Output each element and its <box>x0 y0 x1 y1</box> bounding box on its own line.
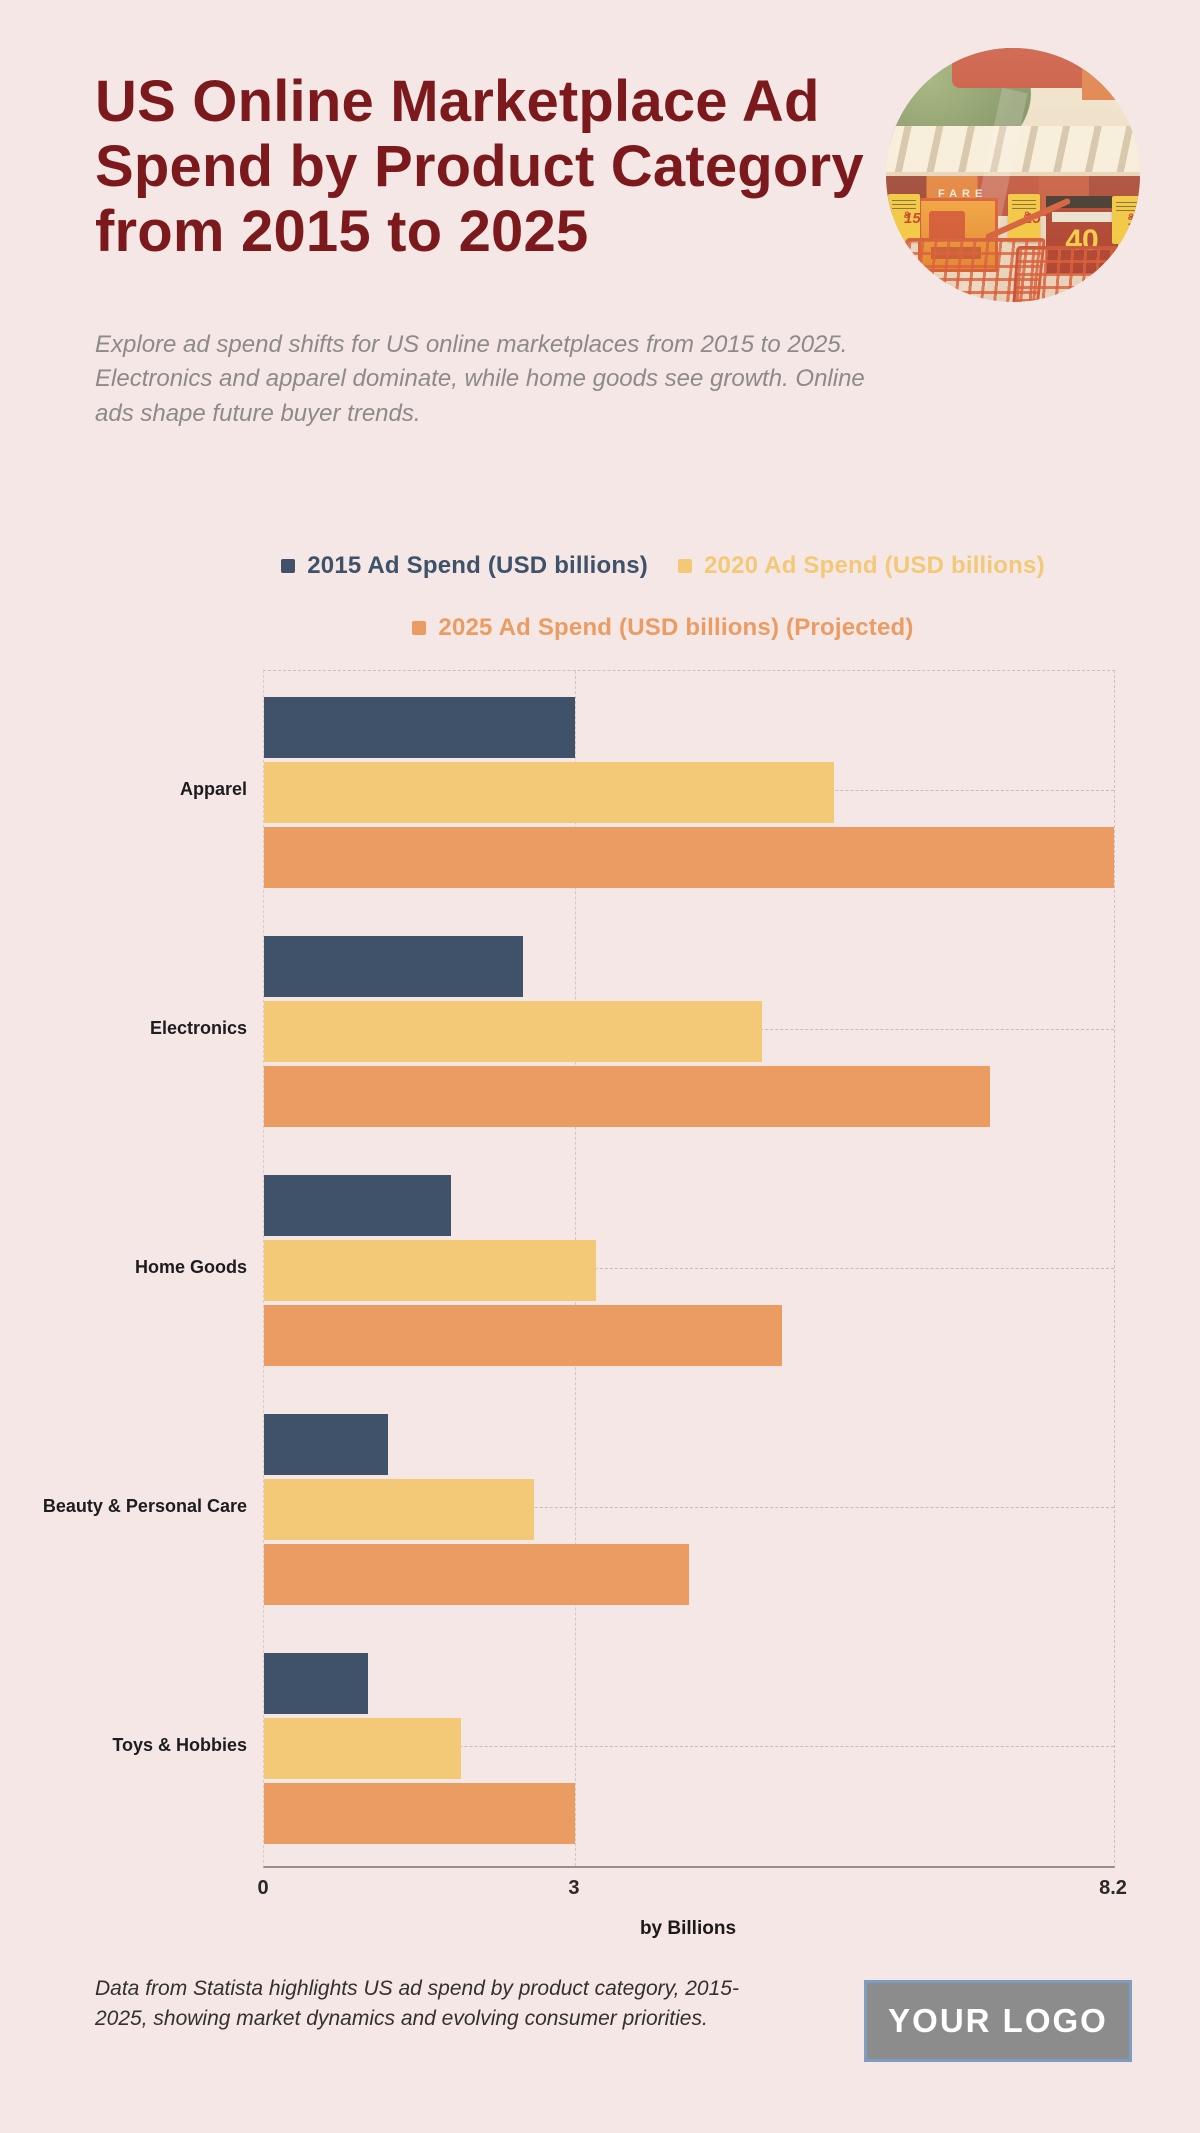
bar-group-apparel <box>264 671 1114 910</box>
price-tag-fine-print <box>1116 201 1140 211</box>
category-label-electronics: Electronics <box>149 1018 247 1038</box>
bar-apparel-2015 <box>264 697 575 758</box>
legend-row-2: 2025 Ad Spend (USD billions) (Projected) <box>213 614 1113 642</box>
photo-awning <box>886 126 1140 176</box>
bar-beauty-personal-care-2020 <box>264 1479 534 1540</box>
bar-group-beauty-personal-care <box>264 1388 1114 1627</box>
category-label-apparel: Apparel <box>179 779 247 799</box>
photo-price-tag: 158 <box>888 194 921 242</box>
legend-label: 2015 Ad Spend (USD billions) <box>307 552 648 579</box>
bar-apparel-2020 <box>264 762 835 823</box>
page-subtitle: Explore ad spend shifts for US online ma… <box>95 331 865 427</box>
bar-toys-hobbies-2025 <box>264 1783 575 1844</box>
bar-toys-hobbies-2020 <box>264 1718 461 1779</box>
legend-item-2020: 2020 Ad Spend (USD billions) <box>678 552 1045 580</box>
legend-label: 2025 Ad Spend (USD billions) (Projected) <box>438 614 914 641</box>
legend-item-2015: 2015 Ad Spend (USD billions) <box>281 552 648 580</box>
photo-storefront-sign-text: FARE <box>938 188 987 200</box>
price-tag-superscript: 8 <box>1128 212 1133 222</box>
bar-home-goods-2015 <box>264 1175 451 1236</box>
category-centerline <box>264 1746 1114 1747</box>
x-tick-label-3: 3 <box>568 1877 580 1899</box>
legend-item-2025: 2025 Ad Spend (USD billions) (Projected) <box>412 614 913 642</box>
x-tick-label-0: 0 <box>257 1877 269 1899</box>
x-tick-label-8.2: 8.2 <box>1099 1877 1127 1899</box>
price-tag-fine-print <box>892 199 916 209</box>
bar-apparel-2025 <box>264 827 1114 888</box>
plot-area <box>263 670 1115 1868</box>
logo-placeholder: YOUR LOGO <box>864 1980 1132 2062</box>
bar-electronics-2020 <box>264 1001 762 1062</box>
legend-label: 2020 Ad Spend (USD billions) <box>704 552 1045 579</box>
category-label-beauty-personal-care: Beauty & Personal Care <box>42 1496 247 1516</box>
bar-toys-hobbies-2015 <box>264 1653 368 1714</box>
photo-poster-graphic <box>929 211 965 241</box>
category-label-home-goods: Home Goods <box>134 1257 247 1277</box>
category-centerline <box>264 1268 1114 1269</box>
price-tag-value: 15 <box>1128 212 1140 229</box>
category-centerline <box>264 1507 1114 1508</box>
bar-group-electronics <box>264 910 1114 1149</box>
bar-beauty-personal-care-2015 <box>264 1414 389 1475</box>
bar-group-home-goods <box>264 1149 1114 1388</box>
legend-marker-icon <box>412 621 427 635</box>
price-tag-fine-print <box>1012 199 1036 209</box>
price-tag-value: 15 <box>904 210 921 227</box>
bar-electronics-2015 <box>264 936 524 997</box>
photo-price-tag: 158 <box>1112 196 1140 244</box>
bar-group-toys-hobbies <box>264 1627 1114 1866</box>
chart-legend: 2015 Ad Spend (USD billions) 2020 Ad Spen… <box>213 552 1113 642</box>
category-labels: Apparel Electronics Home Goods Beauty & Per… <box>0 670 255 1865</box>
bar-beauty-personal-care-2025 <box>264 1544 689 1605</box>
bar-home-goods-2020 <box>264 1240 596 1301</box>
legend-marker-icon <box>281 559 296 573</box>
logo-text: YOUR LOGO <box>888 2002 1108 2039</box>
category-label-toys-hobbies: Toys & Hobbies <box>112 1735 247 1755</box>
photo-warm-overlay <box>886 48 1140 302</box>
price-tag-superscript: 8 <box>904 210 909 220</box>
legend-row-1: 2015 Ad Spend (USD billions) 2020 Ad Spen… <box>213 552 1113 580</box>
header-photo: FARE 40 158 158 158 <box>886 48 1140 302</box>
photo-orange-sign-top <box>1082 52 1140 100</box>
x-axis-title: by Billions <box>639 1918 737 1939</box>
page-title: US Online Marketplace Ad Spend by Produc… <box>95 69 864 264</box>
photo-red-sign-top <box>952 48 1092 88</box>
bar-electronics-2025 <box>264 1066 990 1127</box>
legend-marker-icon <box>678 559 692 573</box>
bar-home-goods-2025 <box>264 1305 783 1366</box>
footer-note: Data from Statista highlights US ad spen… <box>95 1977 739 2031</box>
x-axis-ticks: 0 3 8.2 <box>257 1877 1126 1903</box>
photo-promo-sign-strip <box>1052 212 1112 222</box>
